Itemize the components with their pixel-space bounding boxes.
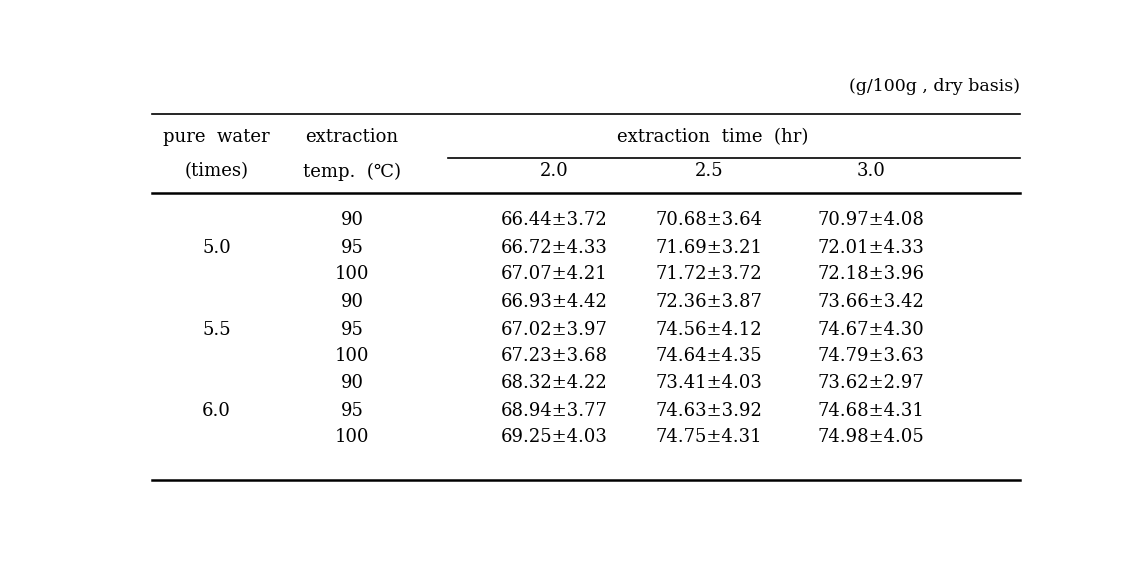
- Text: temp.  (℃): temp. (℃): [303, 162, 401, 180]
- Text: 74.56±4.12: 74.56±4.12: [656, 320, 762, 338]
- Text: 68.32±4.22: 68.32±4.22: [501, 374, 607, 393]
- Text: 74.63±3.92: 74.63±3.92: [655, 402, 762, 420]
- Text: 66.44±3.72: 66.44±3.72: [501, 211, 607, 229]
- Text: 71.72±3.72: 71.72±3.72: [656, 265, 762, 283]
- Text: 95: 95: [341, 320, 363, 338]
- Text: 68.94±3.77: 68.94±3.77: [501, 402, 607, 420]
- Text: 90: 90: [341, 374, 363, 393]
- Text: 66.72±4.33: 66.72±4.33: [501, 239, 607, 257]
- Text: 100: 100: [335, 347, 369, 364]
- Text: 5.5: 5.5: [202, 320, 231, 338]
- Text: 74.75±4.31: 74.75±4.31: [656, 428, 762, 446]
- Text: 74.67±4.30: 74.67±4.30: [817, 320, 925, 338]
- Text: 73.66±3.42: 73.66±3.42: [817, 293, 925, 311]
- Text: 2.0: 2.0: [539, 162, 568, 180]
- Text: 73.62±2.97: 73.62±2.97: [817, 374, 925, 393]
- Text: 72.36±3.87: 72.36±3.87: [655, 293, 762, 311]
- Text: 67.07±4.21: 67.07±4.21: [501, 265, 607, 283]
- Text: 90: 90: [341, 211, 363, 229]
- Text: 69.25±4.03: 69.25±4.03: [501, 428, 607, 446]
- Text: 74.64±4.35: 74.64±4.35: [656, 347, 762, 364]
- Text: 100: 100: [335, 265, 369, 283]
- Text: 67.23±3.68: 67.23±3.68: [501, 347, 607, 364]
- Text: 73.41±4.03: 73.41±4.03: [655, 374, 762, 393]
- Text: extraction  time  (hr): extraction time (hr): [617, 128, 808, 146]
- Text: 70.68±3.64: 70.68±3.64: [655, 211, 762, 229]
- Text: 3.0: 3.0: [856, 162, 886, 180]
- Text: pure  water: pure water: [163, 128, 270, 146]
- Text: 5.0: 5.0: [202, 239, 231, 257]
- Text: 100: 100: [335, 428, 369, 446]
- Text: 95: 95: [341, 239, 363, 257]
- Text: 2.5: 2.5: [695, 162, 724, 180]
- Text: 67.02±3.97: 67.02±3.97: [501, 320, 607, 338]
- Text: 74.98±4.05: 74.98±4.05: [817, 428, 925, 446]
- Text: 74.79±3.63: 74.79±3.63: [817, 347, 925, 364]
- Text: 74.68±4.31: 74.68±4.31: [817, 402, 925, 420]
- Text: 70.97±4.08: 70.97±4.08: [817, 211, 925, 229]
- Text: extraction: extraction: [305, 128, 399, 146]
- Text: 72.18±3.96: 72.18±3.96: [817, 265, 925, 283]
- Text: 90: 90: [341, 293, 363, 311]
- Text: (g/100g , dry basis): (g/100g , dry basis): [849, 78, 1020, 95]
- Text: 95: 95: [341, 402, 363, 420]
- Text: 66.93±4.42: 66.93±4.42: [501, 293, 607, 311]
- Text: (times): (times): [184, 162, 248, 180]
- Text: 71.69±3.21: 71.69±3.21: [655, 239, 762, 257]
- Text: 6.0: 6.0: [202, 402, 231, 420]
- Text: 72.01±4.33: 72.01±4.33: [817, 239, 925, 257]
